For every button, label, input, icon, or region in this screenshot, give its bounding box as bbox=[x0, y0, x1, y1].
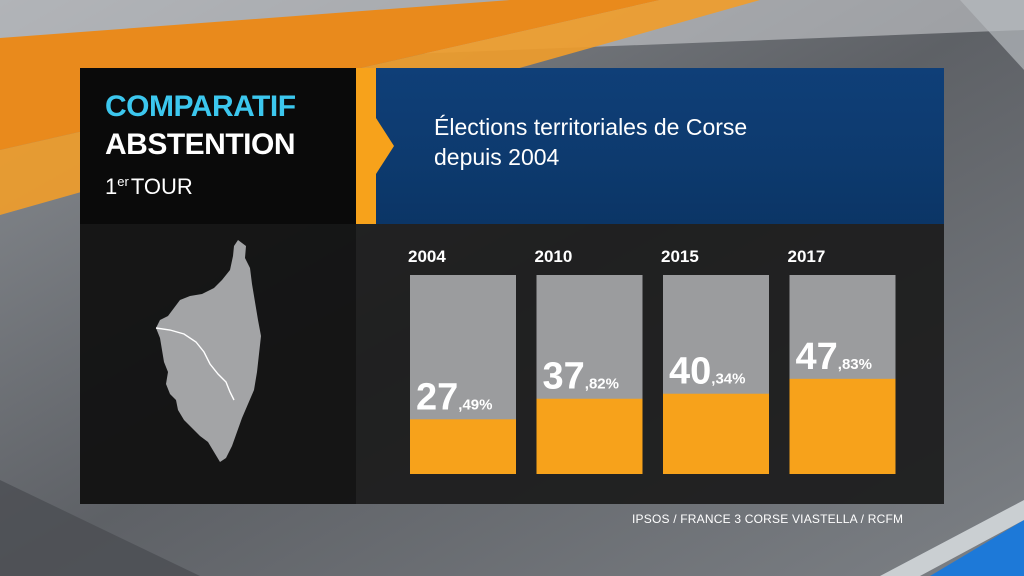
title-abstention: ABSTENTION bbox=[105, 128, 296, 161]
subtitle-line-2: depuis 2004 bbox=[434, 144, 560, 170]
value-decimal: ,49% bbox=[458, 396, 492, 413]
value-integer: 37 bbox=[543, 356, 585, 398]
round-superscript: er bbox=[117, 174, 129, 189]
abstention-bar bbox=[663, 393, 769, 474]
title-comparatif: COMPARATIF bbox=[105, 90, 296, 123]
chart-panel: 2004 27,49% 2010 37,82% 2015 40,34% 2017 47,83% bbox=[80, 224, 944, 504]
round-label: 1erTOUR bbox=[105, 174, 193, 200]
subtitle-panel: Élections territoriales de Corse depuis … bbox=[376, 68, 944, 224]
value-label: 40,34% bbox=[669, 351, 745, 393]
abstention-bar bbox=[536, 398, 643, 474]
value-decimal: ,34% bbox=[711, 371, 745, 388]
department-border bbox=[155, 327, 235, 401]
accent-strip bbox=[356, 68, 376, 224]
subtitle-line-1: Élections territoriales de Corse bbox=[434, 114, 748, 140]
value-decimal: ,83% bbox=[838, 356, 872, 373]
value-label: 27,49% bbox=[416, 376, 492, 418]
arrow-notch-icon bbox=[376, 118, 394, 174]
value-integer: 40 bbox=[669, 351, 711, 393]
value-integer: 47 bbox=[796, 336, 838, 378]
abstention-bar-chart: 2004 27,49% 2010 37,82% 2015 40,34% 2017 47,83% bbox=[408, 247, 896, 474]
value-label: 47,83% bbox=[796, 336, 872, 378]
source-credit: IPSOS / FRANCE 3 CORSE VIASTELLA / RCFM bbox=[632, 512, 904, 526]
round-number: 1 bbox=[105, 174, 118, 199]
year-label: 2004 bbox=[408, 247, 446, 266]
title-box: COMPARATIF ABSTENTION 1erTOUR bbox=[80, 68, 356, 224]
subtitle: Élections territoriales de Corse depuis … bbox=[434, 112, 854, 172]
corsica-map-icon bbox=[155, 240, 261, 462]
year-label: 2017 bbox=[788, 247, 826, 266]
year-label: 2010 bbox=[535, 247, 573, 266]
year-label: 2015 bbox=[661, 247, 699, 266]
abstention-bar bbox=[410, 419, 516, 474]
value-decimal: ,82% bbox=[585, 376, 619, 393]
corsica-shape bbox=[156, 240, 261, 462]
round-word: TOUR bbox=[130, 174, 193, 199]
value-integer: 27 bbox=[416, 376, 458, 418]
value-label: 37,82% bbox=[543, 356, 619, 398]
abstention-bar bbox=[789, 378, 896, 474]
map-cell bbox=[80, 224, 356, 504]
